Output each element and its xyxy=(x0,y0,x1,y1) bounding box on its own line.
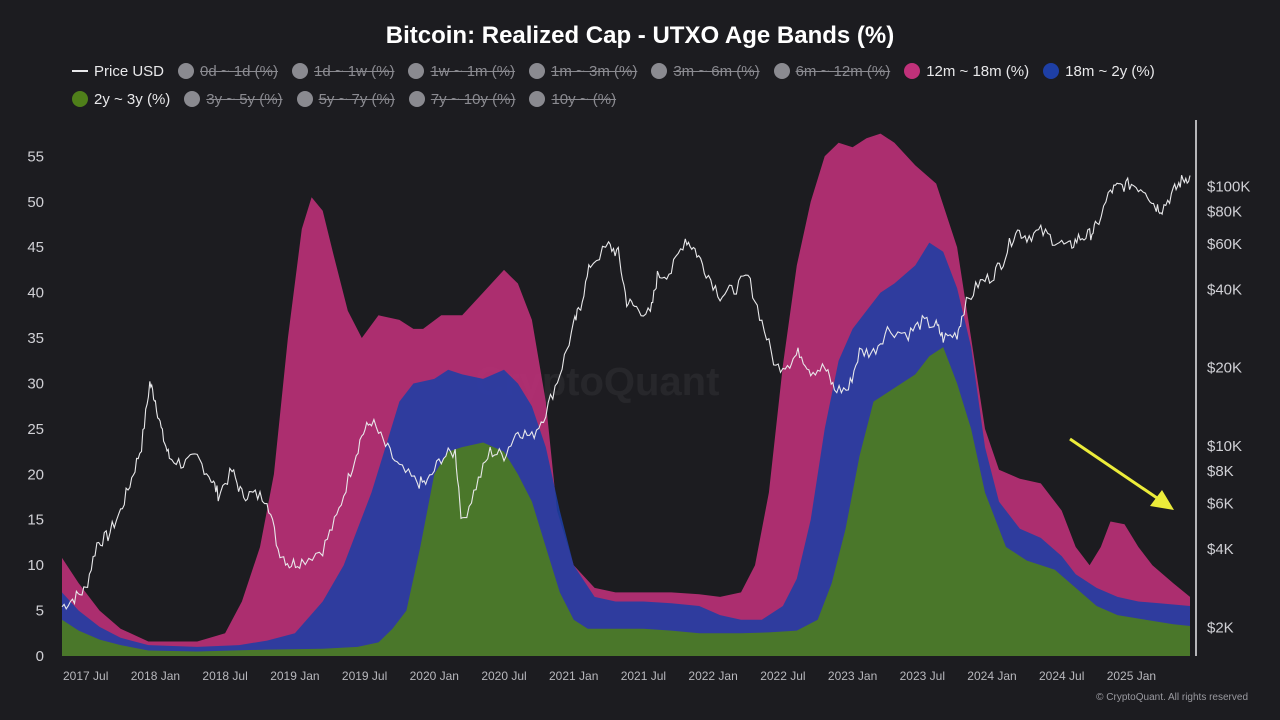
x-tick-label: 2019 Jan xyxy=(270,669,319,683)
y-left-tick-label: 40 xyxy=(27,285,44,302)
y-right-tick-label: $100K xyxy=(1207,178,1250,195)
x-tick-label: 2025 Jan xyxy=(1107,669,1156,683)
y-left-tick-label: 30 xyxy=(27,376,44,393)
y-right-tick-label: $8K xyxy=(1207,463,1234,480)
price-usd-line xyxy=(61,175,1191,611)
x-tick-label: 2023 Jan xyxy=(828,669,877,683)
y-left-tick-label: 50 xyxy=(27,194,44,211)
x-tick-label: 2019 Jul xyxy=(342,669,387,683)
legend-item[interactable]: 0d ~ 1d (%) xyxy=(178,60,278,82)
y-left-tick-label: 25 xyxy=(27,421,44,438)
y-right-tick-label: $2K xyxy=(1207,619,1234,636)
y-left-tick-label: 15 xyxy=(27,512,44,529)
legend-label: 3y ~ 5y (%) xyxy=(206,90,283,108)
legend-swatch xyxy=(651,63,668,79)
legend-label: 1d ~ 1w (%) xyxy=(313,62,395,80)
y-axis-left: 0 5 10 15 20 25 30 35 40 45 50 55 xyxy=(27,148,44,665)
x-tick-label: 2017 Jul xyxy=(63,669,108,683)
annotation-arrow-head xyxy=(1150,490,1174,510)
x-tick-label: 2020 Jul xyxy=(481,669,526,683)
legend-swatch xyxy=(529,63,546,79)
legend-label: 2y ~ 3y (%) xyxy=(94,90,171,108)
x-tick-label: 2024 Jul xyxy=(1039,669,1084,683)
legend-label: 1m ~ 3m (%) xyxy=(551,62,638,80)
y-left-tick-label: 45 xyxy=(27,239,44,256)
legend-item[interactable]: 7y ~ 10y (%) xyxy=(408,88,516,110)
y-right-tick-label: $4K xyxy=(1207,541,1234,558)
legend-swatch xyxy=(291,63,308,79)
x-axis: 2017 Jul 2018 Jan 2018 Jul 2019 Jan 2019 Jul… xyxy=(63,669,1156,683)
legend-swatch xyxy=(1043,63,1060,79)
y-right-tick-label: $80K xyxy=(1207,203,1242,220)
y-left-tick-label: 10 xyxy=(27,557,44,574)
annotation-group xyxy=(1069,437,1174,510)
legend-swatch xyxy=(296,91,313,107)
legend-item[interactable]: 1d ~ 1w (%) xyxy=(291,60,395,82)
x-tick-label: 2021 Jul xyxy=(621,669,666,683)
legend-item[interactable]: 6m ~ 12m (%) xyxy=(773,60,891,82)
area-series-group xyxy=(62,133,1190,657)
y-right-tick-label: $40K xyxy=(1207,282,1242,299)
x-tick-label: 2022 Jan xyxy=(688,669,737,683)
y-left-tick-label: 55 xyxy=(27,148,44,165)
legend-swatch xyxy=(178,63,195,79)
x-tick-label: 2023 Jul xyxy=(900,669,945,683)
legend-item[interactable]: 3y ~ 5y (%) xyxy=(184,88,283,110)
area-2y-3y xyxy=(62,347,1190,656)
legend-item[interactable]: 3m ~ 6m (%) xyxy=(651,60,760,82)
legend-label: 1w ~ 1m (%) xyxy=(430,62,516,80)
y-left-tick-label: 35 xyxy=(27,330,44,347)
y-left-tick-label: 20 xyxy=(27,466,44,483)
legend-swatch xyxy=(408,91,425,107)
y-right-tick-label: $10K xyxy=(1207,438,1242,455)
legend-label: 0d ~ 1d (%) xyxy=(200,62,278,80)
legend-item[interactable]: 10y ~ (%) xyxy=(529,88,616,110)
y-right-tick-label: $6K xyxy=(1207,495,1234,512)
y-left-tick-label: 0 xyxy=(36,648,44,665)
legend-item[interactable]: 1m ~ 3m (%) xyxy=(529,60,637,82)
y-left-tick-label: 5 xyxy=(36,603,44,620)
x-tick-label: 2018 Jan xyxy=(131,669,180,683)
x-tick-label: 2021 Jan xyxy=(549,669,598,683)
legend-swatch xyxy=(184,91,201,107)
legend-label: Price USD xyxy=(94,62,165,80)
legend-item[interactable]: 5y ~ 7y (%) xyxy=(296,88,395,110)
price-line-group xyxy=(61,175,1191,611)
copyright-text: © CryptoQuant. All rights reserved xyxy=(1096,692,1248,703)
legend-item[interactable]: 12m ~ 18m (%) xyxy=(904,60,1029,82)
legend-item[interactable]: 18m ~ 2y (%) xyxy=(1043,60,1155,82)
legend-swatch xyxy=(529,91,546,107)
chart-legend: Price USD 0d ~ 1d (%) 1d ~ 1w (%) 1w ~ 1m (… xyxy=(72,60,1232,110)
legend-swatch xyxy=(773,63,790,79)
legend-label: 5y ~ 7y (%) xyxy=(318,90,395,108)
legend-swatch xyxy=(72,91,88,107)
legend-label: 18m ~ 2y (%) xyxy=(1065,62,1155,80)
legend-label: 3m ~ 6m (%) xyxy=(673,62,760,80)
x-tick-label: 2022 Jul xyxy=(760,669,805,683)
legend-label: 6m ~ 12m (%) xyxy=(795,62,891,80)
annotation-arrow-shaft xyxy=(1069,437,1161,502)
legend-swatch xyxy=(904,63,921,79)
x-tick-label: 2024 Jan xyxy=(967,669,1016,683)
legend-item[interactable]: 1w ~ 1m (%) xyxy=(408,60,515,82)
legend-item[interactable]: 2y ~ 3y (%) xyxy=(72,88,170,110)
chart-title: Bitcoin: Realized Cap - UTXO Age Bands (… xyxy=(385,22,895,49)
x-tick-label: 2020 Jan xyxy=(410,669,459,683)
legend-label: 12m ~ 18m (%) xyxy=(926,62,1030,80)
y-right-tick-label: $20K xyxy=(1207,360,1242,377)
legend-item[interactable]: Price USD xyxy=(72,60,164,82)
legend-label: 7y ~ 10y (%) xyxy=(430,90,516,108)
legend-label: 10y ~ (%) xyxy=(551,90,617,108)
legend-swatch xyxy=(408,63,425,79)
y-axis-right: $2K $4K $6K $8K $10K $20K $40K $60K $80K $100K xyxy=(1195,120,1250,656)
y-right-tick-label: $60K xyxy=(1207,236,1242,253)
x-tick-label: 2018 Jul xyxy=(202,669,247,683)
legend-line-swatch xyxy=(72,70,88,72)
